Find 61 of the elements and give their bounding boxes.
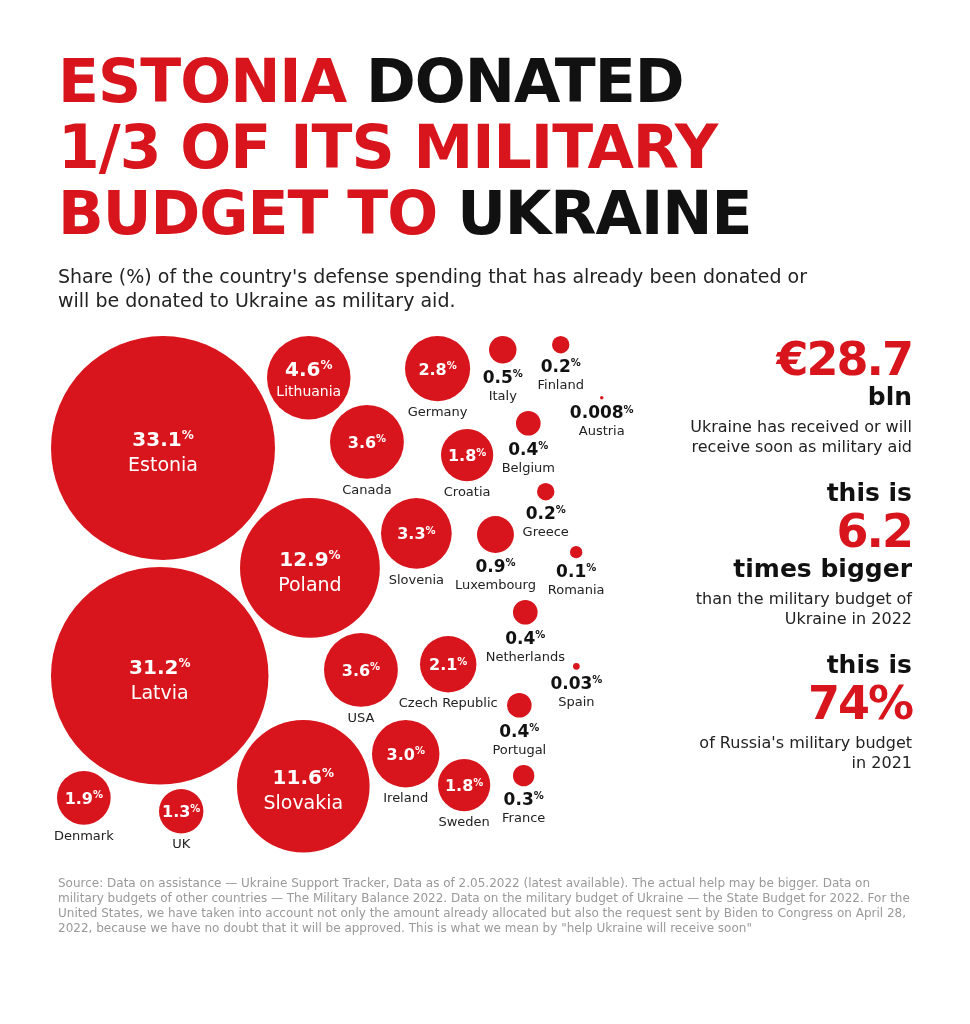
data-label: 1.8% [444, 776, 484, 796]
category-label: Sweden [438, 814, 490, 830]
category-label: Romania [547, 582, 605, 598]
data-label: 0.4% [505, 627, 546, 648]
category-label: Portugal [492, 741, 547, 757]
data-label: 0.4% [508, 438, 549, 459]
category-label: Germany [407, 404, 468, 420]
category-label: Finland [537, 377, 584, 393]
category-label: Czech Republic [398, 695, 498, 711]
data-label: 11.6% [272, 765, 334, 790]
category-label: Latvia [130, 680, 189, 703]
category-label: USA [347, 709, 375, 725]
data-label: 1.3% [162, 802, 201, 822]
data-label: 0.4% [499, 720, 540, 741]
data-label: 1.8% [447, 446, 487, 466]
text: Ukraine has received or will receive soon as military aid [689, 417, 912, 457]
category-label: Denmark [53, 827, 115, 843]
category-label: UK [172, 836, 191, 852]
category-label: Italy [488, 387, 518, 403]
data-label: 1.9% [64, 788, 104, 808]
text: 74% [806, 676, 912, 730]
data-label: 4.6% [285, 356, 333, 381]
category-label: Lithuania [276, 382, 342, 399]
data-label: 0.3% [503, 789, 544, 810]
source-note: Source: Data on assistance — Ukraine Support Tracker, Data as of 2.05.2022 (latest available). The actual help may be bigger. Data on military budgets of other countries — The Military Balance 2022. Data on the military budget of Ukraine — the State Budget for 2022. For the United States, we have taken into account not only the amount already allocated but also the request sent by Biden to Congress on April 28, 2022, because we have no doubt that it will be approved. This is what we mean by "help Ukraine will receive soon" [58, 876, 911, 936]
category-label: Estonia [128, 453, 198, 475]
data-label: 0.1% [556, 561, 597, 582]
data-label: 0.2% [525, 503, 566, 524]
text: this is [825, 650, 912, 679]
data-label: 2.1% [429, 655, 468, 675]
data-label: 3.6% [341, 660, 381, 680]
category-label: Croatia [443, 484, 491, 500]
data-label: 3.0% [386, 744, 425, 764]
data-label: 0.2% [540, 356, 581, 377]
data-label: 3.6% [347, 432, 387, 452]
category-label: Greece [522, 524, 569, 540]
chart-title: ESTONIA DONATED 1/3 OF ITS MILITARY BUDGET TO UKRAINE [58, 46, 752, 248]
data-label: 12.9% [279, 546, 341, 571]
category-label: France [502, 810, 546, 826]
text: than the military budget of Ukraine in 2022 [694, 589, 912, 629]
data-label: 0.03% [550, 672, 603, 693]
data-label: 0.9% [475, 555, 516, 576]
category-label: Austria [578, 423, 625, 439]
data-label: 3.3% [397, 524, 436, 544]
category-label: Netherlands [485, 648, 566, 664]
text: of Russia's military budget in 2021 [698, 733, 912, 773]
category-label: Poland [278, 572, 342, 595]
category-label: Slovenia [388, 571, 445, 587]
category-label: Ireland [383, 790, 429, 806]
data-label: 0.5% [482, 366, 523, 387]
data-label: 33.1% [132, 427, 194, 451]
category-label: Spain [558, 693, 595, 709]
data-label: 0.008% [569, 402, 634, 423]
text: Share (%) of the country's defense spending that has already been donated or will be donated to Ukraine as military aid. [58, 264, 808, 312]
data-label: 2.8% [418, 359, 457, 379]
data-label: 31.2% [129, 654, 191, 679]
category-label: Slovakia [263, 791, 344, 814]
category-label: Belgium [501, 459, 555, 475]
category-label: Canada [342, 481, 392, 497]
text: this is [825, 478, 912, 507]
category-label: Luxembourg [454, 576, 536, 592]
